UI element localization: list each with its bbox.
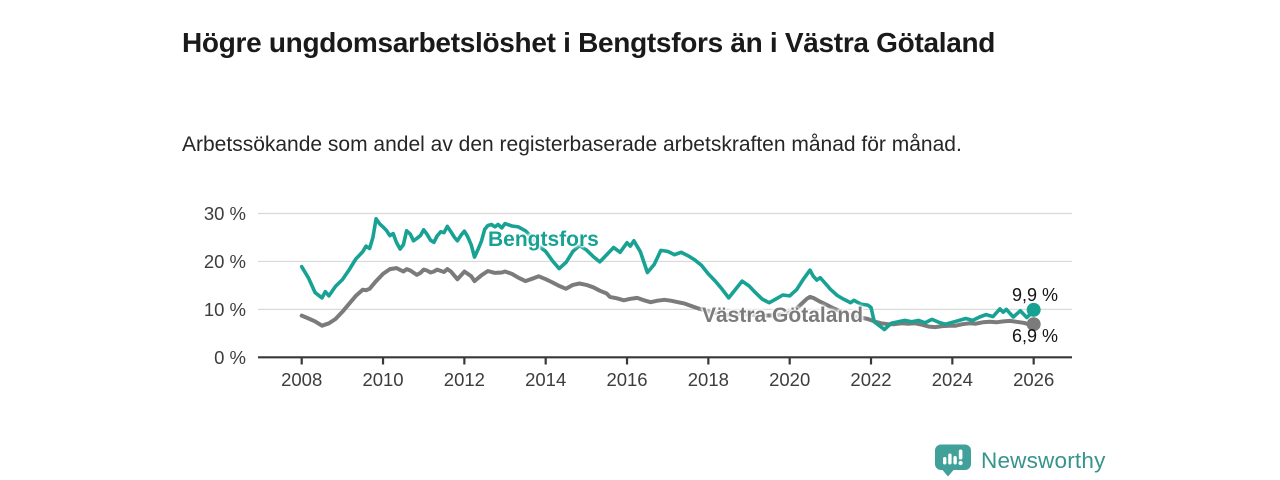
chart-title: Högre ungdomsarbetslöshet i Bengtsfors ä… bbox=[182, 26, 996, 58]
x-tick-label: 2020 bbox=[769, 369, 810, 390]
series-end-dot bbox=[1026, 317, 1041, 332]
y-tick-label: 20 % bbox=[204, 251, 246, 272]
x-tick-label: 2012 bbox=[444, 369, 485, 390]
x-tick-label: 2008 bbox=[281, 369, 322, 390]
y-tick-label: 10 % bbox=[204, 299, 246, 320]
series-label-vastra-gotaland: Västra Götaland bbox=[702, 304, 864, 327]
chart-subtitle: Arbetssökande som andel av den registerb… bbox=[182, 133, 962, 156]
x-tick-label: 2014 bbox=[525, 369, 566, 390]
y-tick-label: 30 % bbox=[204, 203, 246, 224]
x-tick-label: 2024 bbox=[932, 369, 973, 390]
x-tick-label: 2026 bbox=[1013, 369, 1054, 390]
x-tick-label: 2018 bbox=[688, 369, 729, 390]
end-value-label-bengtsfors: 9,9 % bbox=[1011, 285, 1058, 305]
series-label-bengtsfors: Bengtsfors bbox=[488, 228, 599, 251]
x-tick-label: 2016 bbox=[606, 369, 647, 390]
series-line-v-stra-g-taland bbox=[299, 266, 1036, 330]
x-tick-label: 2022 bbox=[850, 369, 891, 390]
end-value-label-vastra-gotaland: 6,9 % bbox=[1011, 326, 1058, 346]
bar-chart-pin-icon bbox=[935, 444, 971, 477]
y-tick-label: 0 % bbox=[214, 347, 246, 368]
newsworthy-wordmark: Newsworthy bbox=[981, 447, 1106, 473]
x-tick-label: 2010 bbox=[362, 369, 403, 390]
series-line-bengtsfors bbox=[299, 217, 1036, 332]
newsworthy-branding: Newsworthy bbox=[934, 444, 1106, 477]
series-end-dot bbox=[1026, 302, 1041, 317]
